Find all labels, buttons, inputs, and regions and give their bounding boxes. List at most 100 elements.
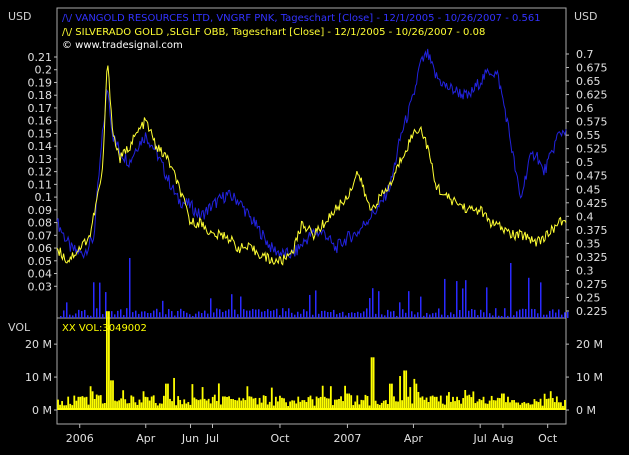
volume-bar	[364, 394, 367, 410]
vangold-volume-bar	[447, 315, 449, 318]
vangold-volume-bar	[168, 309, 170, 318]
vangold-volume-bar	[429, 314, 431, 318]
volume-bar	[209, 403, 212, 410]
vangold-volume-bar	[198, 311, 200, 318]
volume-bar	[226, 396, 228, 410]
vangold-volume-bar	[72, 315, 74, 318]
volume-bar	[303, 400, 306, 410]
volume-bar	[374, 400, 377, 410]
volume-bar	[262, 395, 265, 410]
volume-bar	[181, 404, 184, 410]
volume-bar	[492, 400, 495, 410]
volume-bar	[352, 405, 355, 410]
vangold-volume-bar	[399, 302, 401, 318]
volume-bar	[211, 396, 214, 410]
vangold-volume-bar	[324, 310, 326, 318]
vangold-volume-bar	[516, 311, 518, 318]
vangold-volume-bar	[486, 287, 488, 318]
volume-bar	[134, 402, 137, 410]
volume-bar	[99, 395, 102, 410]
vangold-volume-bar	[471, 308, 473, 318]
volume-bar	[122, 390, 125, 410]
volume-bar	[513, 400, 515, 410]
vangold-volume-bar	[567, 311, 569, 318]
volume-bar	[315, 396, 318, 410]
main-price-panel	[56, 7, 567, 319]
volume-bar	[213, 394, 216, 410]
right-tick-label: 0.575	[576, 116, 608, 129]
volume-bar	[108, 311, 110, 410]
vangold-volume-bars	[60, 258, 569, 318]
vangold-volume-bar	[426, 312, 428, 318]
vangold-volume-bar	[564, 312, 566, 318]
volume-bar	[423, 399, 426, 410]
left-tick-label: 0.03	[28, 280, 53, 293]
volume-right-tick-label: 20 M	[576, 338, 603, 351]
vangold-volume-bar	[315, 290, 317, 318]
vangold-volume-bar	[363, 311, 365, 318]
volume-bar	[173, 377, 175, 410]
vangold-volume-bar	[252, 308, 254, 318]
vangold-volume-bar	[417, 312, 419, 318]
volume-bar	[431, 395, 434, 410]
vangold-volume-bar	[501, 315, 503, 318]
volume-bar	[222, 396, 224, 410]
volume-bar	[285, 402, 287, 410]
volume-bar	[67, 396, 70, 410]
vangold-volume-bar	[240, 296, 242, 318]
vangold-volume-bar	[336, 314, 338, 318]
volume-bar	[541, 405, 544, 410]
volume-bar	[183, 399, 186, 410]
vangold-volume-bar	[81, 311, 83, 318]
volume-bar	[403, 370, 406, 410]
volume-bar	[498, 398, 501, 410]
vangold-volume-bar	[339, 312, 341, 318]
vangold-volume-bar	[366, 308, 368, 318]
vangold-volume-bar	[213, 312, 215, 318]
volume-bar	[405, 370, 408, 410]
volume-bar	[283, 398, 285, 410]
volume-bar	[89, 386, 92, 410]
volume-bar	[564, 399, 566, 410]
volume-bar	[177, 396, 180, 410]
volume-bar	[464, 389, 467, 410]
vangold-volume-bar	[438, 308, 440, 318]
vangold-volume-bar	[396, 315, 398, 318]
vangold-volume-bar	[144, 311, 146, 318]
vangold-volume-bar	[465, 280, 467, 318]
volume-bar	[77, 396, 80, 410]
volume-bar	[386, 403, 389, 410]
right-tick-label: 0.625	[576, 89, 608, 102]
left-axis-unit: USD	[8, 10, 32, 23]
left-tick-label: 0.13	[28, 153, 53, 166]
volume-bar	[417, 391, 420, 410]
vangold-volume-bar	[156, 308, 158, 318]
volume-bar	[91, 391, 94, 410]
vangold-volume-bar	[210, 298, 212, 318]
volume-bar	[411, 403, 414, 410]
volume-bar	[382, 400, 385, 410]
left-tick-label: 0.11	[28, 178, 53, 191]
right-tick-label: 0.3	[576, 264, 594, 277]
volume-bar	[232, 399, 235, 410]
volume-bar	[132, 396, 135, 410]
volume-bar	[476, 401, 479, 410]
vangold-volume-bar	[237, 314, 239, 318]
vangold-volume-bar	[552, 309, 554, 318]
volume-bar	[529, 404, 532, 410]
volume-bar	[456, 396, 458, 410]
vangold-volume-bar	[321, 310, 323, 318]
vangold-volume-bar	[288, 308, 290, 318]
vangold-volume-bar	[387, 309, 389, 318]
volume-bar	[346, 393, 349, 410]
vangold-volume-bar	[267, 309, 269, 318]
vangold-volume-bar	[459, 310, 461, 318]
vangold-volume-bar	[408, 291, 410, 318]
volume-bar	[551, 398, 554, 410]
volume-bar	[101, 403, 104, 410]
vangold-volume-bar	[381, 314, 383, 318]
vangold-volume-bar	[348, 313, 350, 318]
vangold-volume-bar	[507, 315, 509, 318]
vangold-volume-bar	[345, 315, 347, 318]
